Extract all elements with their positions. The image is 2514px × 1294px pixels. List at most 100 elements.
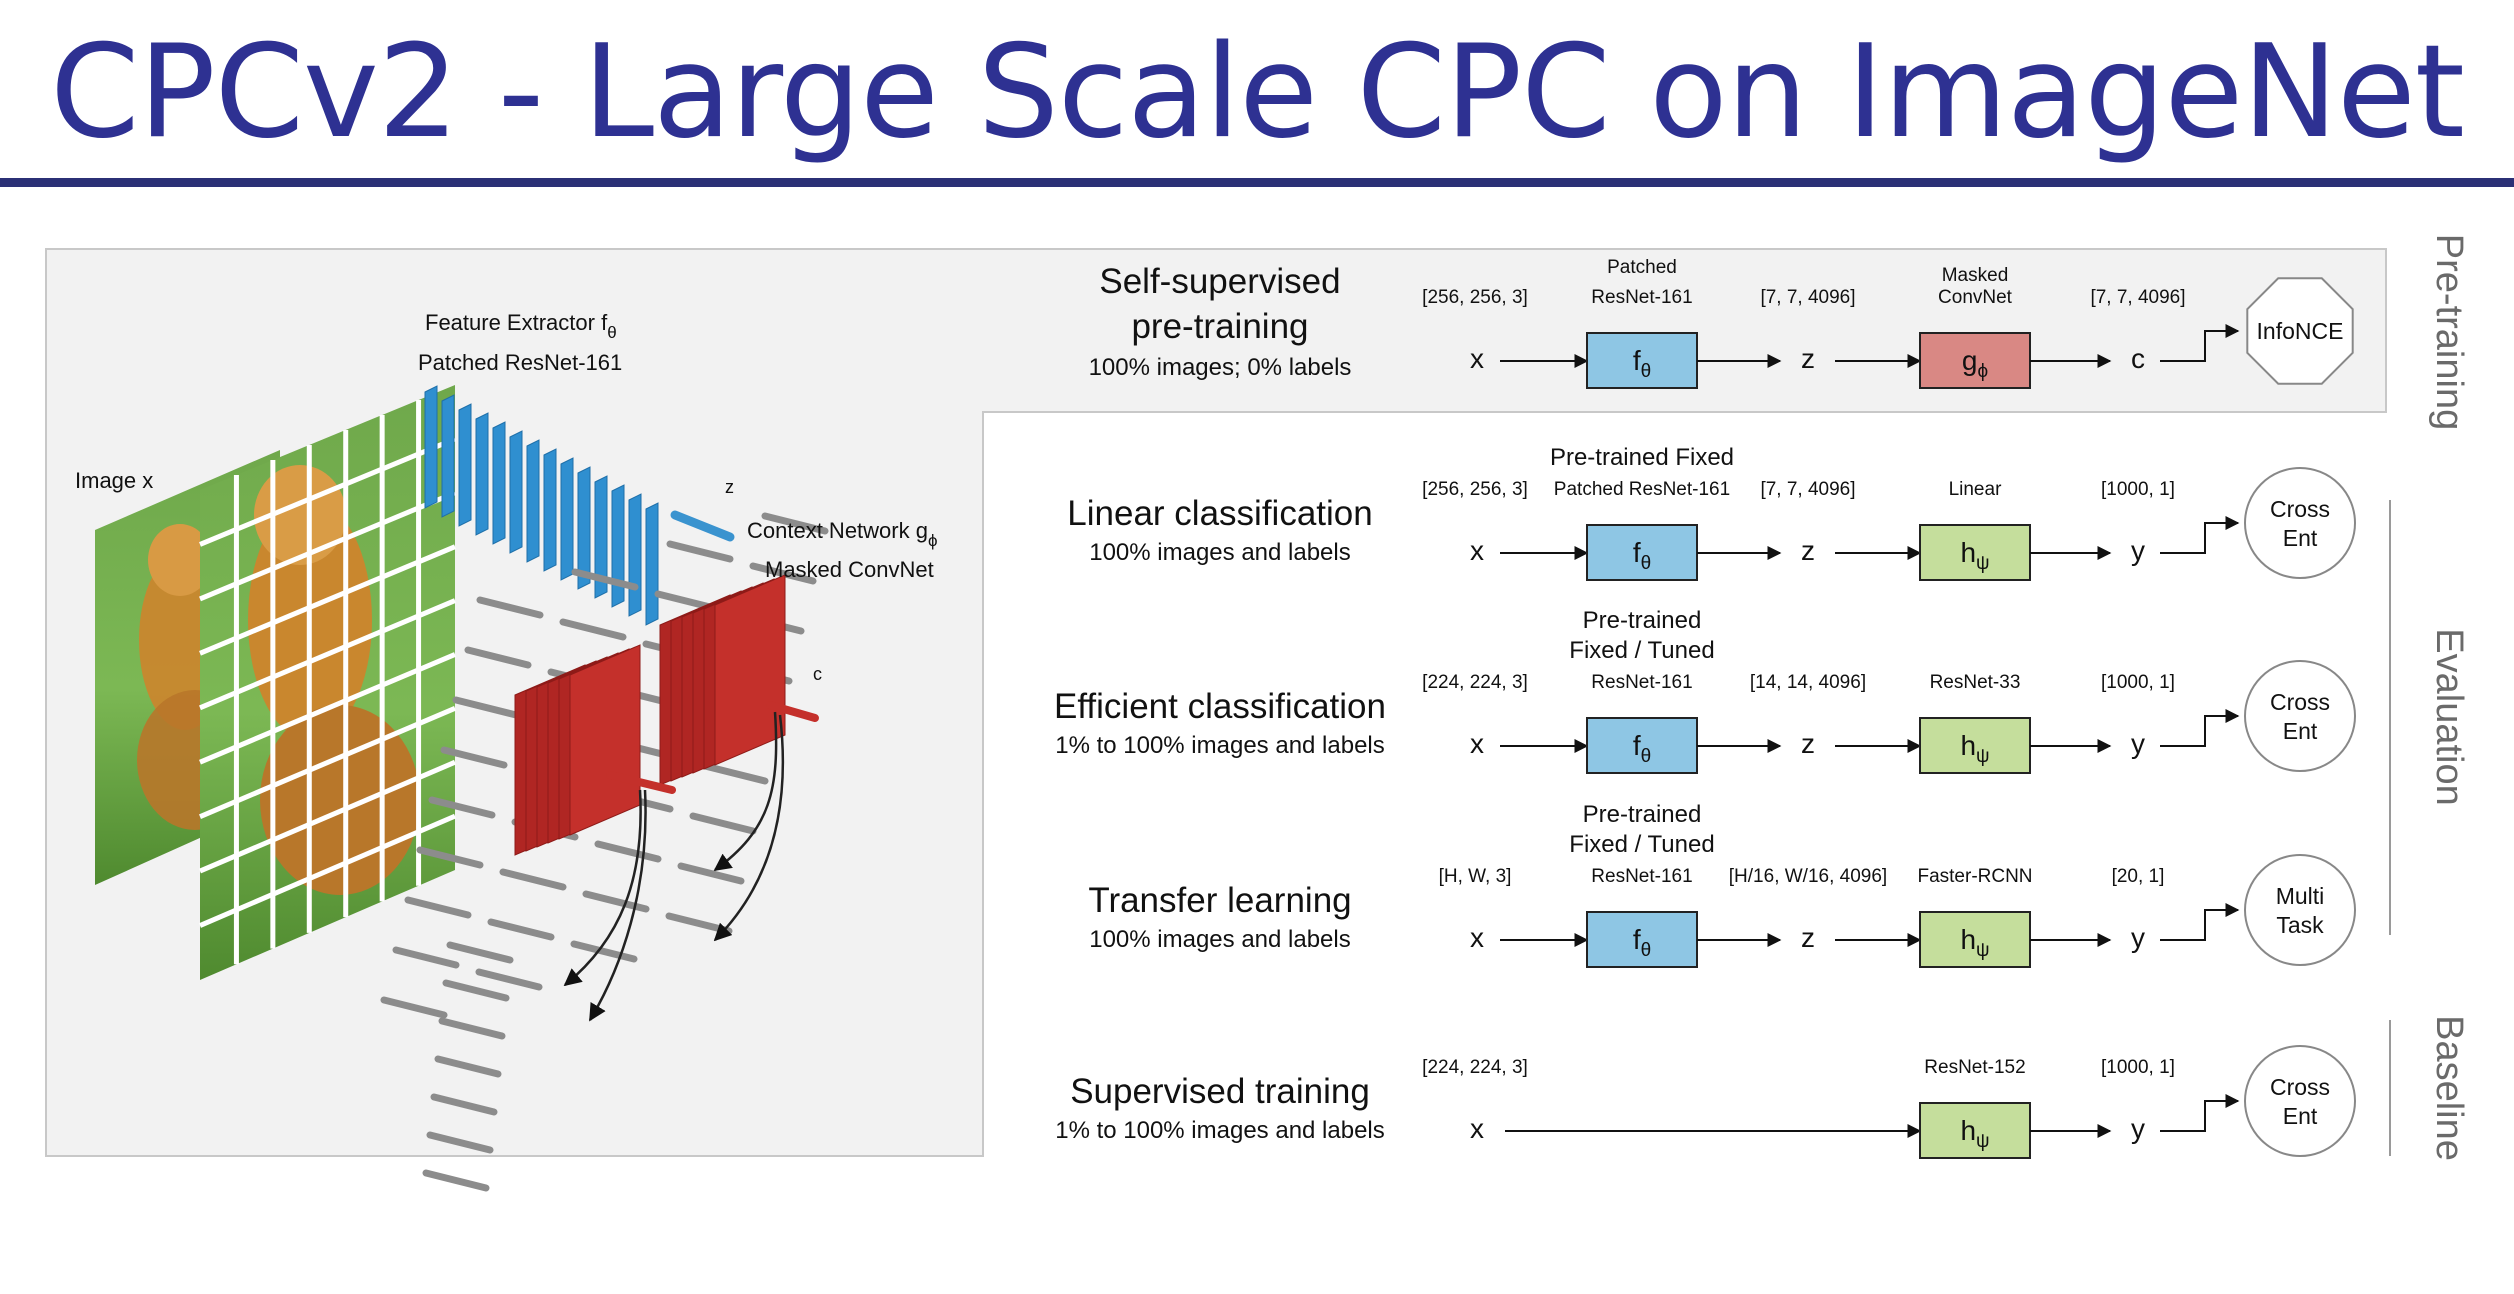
title-rule bbox=[0, 178, 2514, 187]
output-shape: [1000, 1] bbox=[2101, 479, 2175, 500]
z-label: z bbox=[725, 477, 734, 497]
baseline-side-label: Baseline bbox=[2428, 1015, 2470, 1161]
output-shape: [1000, 1] bbox=[2101, 672, 2175, 693]
feature-extractor-label: Feature Extractor fθ bbox=[425, 310, 617, 342]
prediction-arrows bbox=[563, 711, 785, 1022]
row-title: Linear classification bbox=[1067, 494, 1372, 533]
loss-connector bbox=[2160, 709, 2240, 747]
loss-label-line1: Cross bbox=[2270, 496, 2330, 522]
row-subtitle: 100% images and labels bbox=[1089, 926, 1351, 953]
encoder-caption: Pre-trained bbox=[1583, 801, 1702, 828]
loss-node bbox=[2246, 277, 2354, 385]
loss-connector bbox=[2160, 324, 2240, 362]
row-subtitle: 100% images and labels bbox=[1089, 539, 1351, 566]
row-title: Supervised training bbox=[1070, 1072, 1370, 1111]
context-network-stack-1 bbox=[514, 644, 641, 856]
head-symbol: hψ bbox=[1960, 1115, 1989, 1152]
head-caption: Linear bbox=[1949, 479, 2002, 500]
loss-node bbox=[2244, 660, 2356, 772]
encoder-caption: Patched ResNet-161 bbox=[1554, 479, 1730, 500]
encoder-caption: ResNet-161 bbox=[1591, 287, 1692, 308]
head-caption: Faster-RCNN bbox=[1917, 866, 2032, 887]
head-box bbox=[1919, 1102, 2031, 1159]
loss-node bbox=[2244, 1045, 2356, 1157]
input-shape: [224, 224, 3] bbox=[1422, 672, 1528, 693]
feature-extractor-stack bbox=[424, 385, 659, 626]
encoder-caption: ResNet-161 bbox=[1591, 672, 1692, 693]
loss-label-line2: Ent bbox=[2283, 1103, 2318, 1129]
encoder-caption: Fixed / Tuned bbox=[1569, 831, 1714, 858]
masked-convnet-label: Masked ConvNet bbox=[765, 557, 934, 582]
head-caption: ResNet-152 bbox=[1924, 1057, 2025, 1078]
pipeline-rows: Self-supervised pre-training 100% images; … bbox=[1054, 257, 2356, 1159]
encoder-symbol: fθ bbox=[1633, 537, 1651, 574]
c-vector-2 bbox=[606, 771, 676, 794]
encoder-symbol: fθ bbox=[1633, 345, 1651, 382]
encoder-caption: Fixed / Tuned bbox=[1569, 637, 1714, 664]
loss-connector bbox=[2160, 516, 2240, 554]
row-subtitle: 1% to 100% images and labels bbox=[1055, 1117, 1385, 1144]
encoder-symbol: fθ bbox=[1633, 730, 1651, 767]
head-symbol: gϕ bbox=[1962, 345, 1988, 382]
illustration-panel bbox=[45, 248, 2387, 1157]
z-vector bbox=[670, 510, 735, 542]
head-caption: ConvNet bbox=[1938, 287, 2013, 308]
output-symbol: y bbox=[2131, 728, 2145, 759]
head-symbol: hψ bbox=[1960, 537, 1989, 574]
loss-label-line1: Cross bbox=[2270, 1074, 2330, 1100]
output-symbol: y bbox=[2131, 922, 2145, 953]
pipeline-row: Self-supervised pre-training 100% images; … bbox=[1089, 257, 2354, 389]
latent-z: z bbox=[1801, 922, 1815, 953]
head-symbol: hψ bbox=[1960, 924, 1989, 961]
illustration: Image x Feature Extractor fθ Patched Res… bbox=[75, 310, 938, 1192]
latent-shape: [7, 7, 4096] bbox=[1760, 479, 1855, 500]
pretraining-side-label: Pre-training bbox=[2428, 234, 2470, 430]
row-title-line2: pre-training bbox=[1131, 307, 1308, 346]
loss-label-line2: Ent bbox=[2283, 525, 2318, 551]
loss-node bbox=[2244, 854, 2356, 966]
encoder-caption: ResNet-161 bbox=[1591, 866, 1692, 887]
input-shape: [H, W, 3] bbox=[1439, 866, 1512, 887]
output-shape: [20, 1] bbox=[2112, 866, 2165, 887]
c-vector bbox=[766, 701, 819, 722]
head-symbol: hψ bbox=[1960, 730, 1989, 767]
row-title: Efficient classification bbox=[1054, 687, 1386, 726]
loss-connector bbox=[2160, 1094, 2240, 1132]
output-symbol: c bbox=[2131, 343, 2145, 374]
row-subtitle: 100% images; 0% labels bbox=[1089, 354, 1352, 381]
latent-z: z bbox=[1801, 728, 1815, 759]
latent-shape: [14, 14, 4096] bbox=[1750, 672, 1866, 693]
row-title: Transfer learning bbox=[1088, 881, 1351, 920]
output-symbol: y bbox=[2131, 535, 2145, 566]
loss-node bbox=[2244, 467, 2356, 579]
latent-z: z bbox=[1801, 535, 1815, 566]
input-x: x bbox=[1470, 343, 1484, 374]
head-box bbox=[1919, 717, 2031, 774]
head-box bbox=[1919, 524, 2031, 581]
pipeline-row: Transfer learning 100% images and labels [… bbox=[1088, 801, 2356, 968]
slide-title: CPCv2 - Large Scale CPC on ImageNet bbox=[50, 18, 2465, 167]
loss-label-line2: Task bbox=[2276, 912, 2324, 938]
input-x: x bbox=[1470, 535, 1484, 566]
output-shape: [7, 7, 4096] bbox=[2090, 287, 2185, 308]
loss-label-line2: Ent bbox=[2283, 718, 2318, 744]
context-network-label: Context Network gϕ bbox=[747, 518, 938, 550]
image-x-label: Image x bbox=[75, 468, 153, 493]
head-box bbox=[1919, 911, 2031, 968]
encoder-box bbox=[1586, 717, 1698, 774]
output-shape: [1000, 1] bbox=[2101, 1057, 2175, 1078]
encoder-box bbox=[1586, 911, 1698, 968]
evaluation-side-label: Evaluation bbox=[2428, 628, 2470, 805]
input-x: x bbox=[1470, 922, 1484, 953]
latent-shape: [7, 7, 4096] bbox=[1760, 287, 1855, 308]
c-label: c bbox=[813, 664, 822, 684]
head-box bbox=[1919, 332, 2031, 389]
encoder-caption: Pre-trained bbox=[1583, 607, 1702, 634]
loss-connector bbox=[2160, 903, 2240, 941]
latent-z: z bbox=[1801, 343, 1815, 374]
loss-label: InfoNCE bbox=[2257, 318, 2344, 344]
loss-label-line1: Cross bbox=[2270, 689, 2330, 715]
output-symbol: y bbox=[2131, 1113, 2145, 1144]
input-x: x bbox=[1470, 1113, 1484, 1144]
